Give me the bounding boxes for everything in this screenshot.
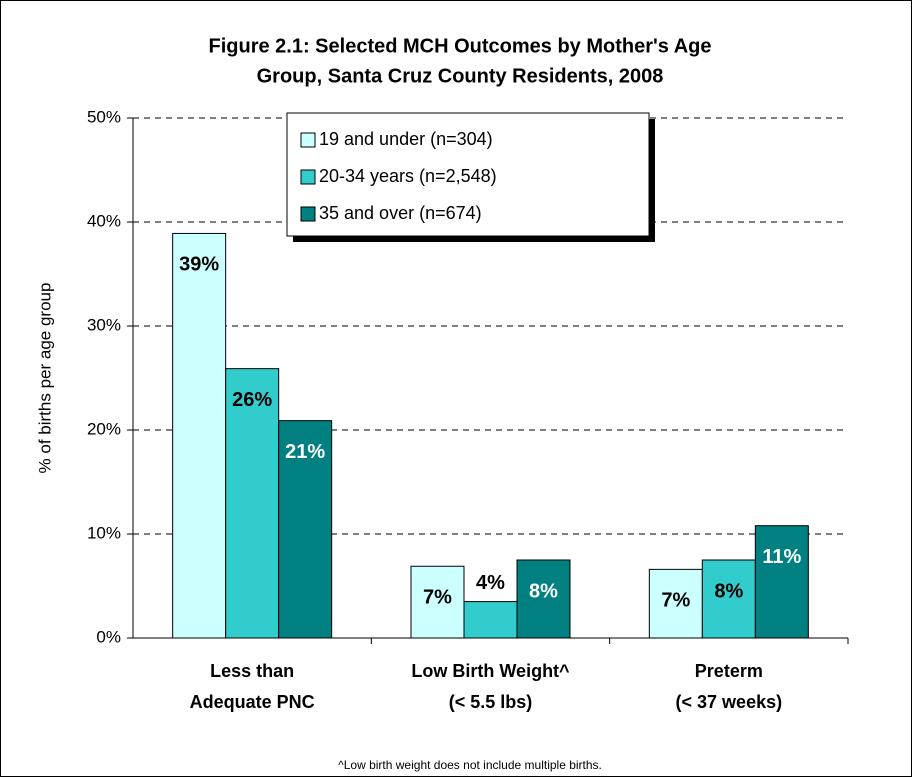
data-label: 7% xyxy=(423,587,452,609)
y-tick-label: 50% xyxy=(87,107,121,126)
data-label: 8% xyxy=(529,580,558,602)
data-label: 7% xyxy=(661,590,690,612)
x-tick-label: Less than xyxy=(210,661,294,681)
y-tick-label: 0% xyxy=(96,627,121,646)
x-tick-label: (< 5.5 lbs) xyxy=(449,692,533,712)
x-tick-label: Preterm xyxy=(695,661,763,681)
x-tick-label: (< 37 weeks) xyxy=(676,692,783,712)
data-label: 4% xyxy=(476,572,505,594)
bar xyxy=(278,420,333,639)
y-axis-label: % of births per age group xyxy=(35,283,54,474)
bar xyxy=(516,559,571,639)
legend-label: 35 and over (n=674) xyxy=(319,203,482,223)
y-tick-label: 10% xyxy=(87,523,121,542)
y-tick-label: 20% xyxy=(87,419,121,438)
bar xyxy=(648,568,703,639)
bar xyxy=(463,601,518,639)
legend xyxy=(286,112,650,237)
x-tick-label: Low Birth Weight^ xyxy=(411,661,570,681)
bar xyxy=(754,525,809,639)
data-label: 39% xyxy=(179,254,219,276)
data-label: 8% xyxy=(714,580,743,602)
bar xyxy=(225,368,280,639)
chart-title: Figure 2.1: Selected MCH Outcomes by Mot… xyxy=(208,35,711,57)
legend-label: 20-34 years (n=2,548) xyxy=(319,166,497,186)
bar xyxy=(172,232,227,639)
data-label: 21% xyxy=(285,441,325,463)
y-tick-label: 30% xyxy=(87,315,121,334)
bar xyxy=(701,559,756,639)
bar xyxy=(410,565,465,639)
legend-swatch xyxy=(300,132,316,148)
legend-label: 19 and under (n=304) xyxy=(319,129,493,149)
footnote: ^Low birth weight does not include multi… xyxy=(338,758,602,772)
data-label: 11% xyxy=(762,546,801,568)
chart-title: Group, Santa Cruz County Residents, 2008 xyxy=(257,65,664,87)
legend-swatch xyxy=(300,206,316,222)
y-tick-label: 40% xyxy=(87,211,121,230)
legend-swatch xyxy=(300,169,316,185)
data-label: 26% xyxy=(232,389,272,411)
x-tick-label: Adequate PNC xyxy=(190,692,315,712)
